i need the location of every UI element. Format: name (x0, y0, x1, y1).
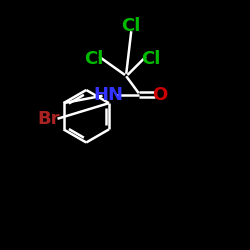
Text: Br: Br (38, 110, 60, 128)
Text: O: O (152, 86, 167, 103)
Text: Cl: Cl (84, 50, 103, 68)
Text: HN: HN (94, 86, 124, 103)
Text: Cl: Cl (122, 17, 141, 35)
Text: Cl: Cl (142, 50, 161, 68)
